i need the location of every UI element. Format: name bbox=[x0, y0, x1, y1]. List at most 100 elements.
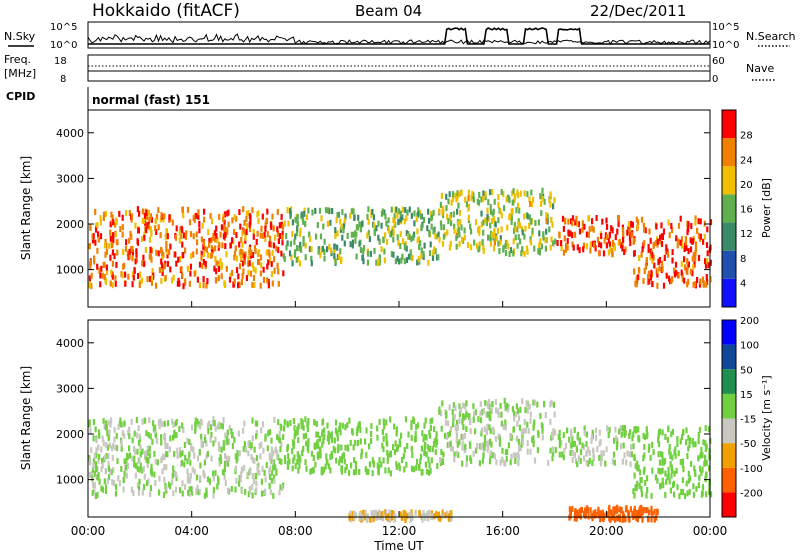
power-cell bbox=[340, 223, 343, 230]
vel-cell bbox=[218, 445, 221, 452]
power-cell bbox=[165, 245, 168, 252]
power-cell bbox=[257, 217, 260, 224]
vel-cell bbox=[89, 459, 92, 466]
vel-cell bbox=[128, 452, 131, 459]
power-cell bbox=[554, 238, 557, 245]
power-cell bbox=[93, 258, 96, 265]
vel-cell bbox=[117, 423, 120, 430]
vel-cell bbox=[383, 509, 386, 516]
power-cell bbox=[109, 221, 112, 228]
vel-cell bbox=[97, 444, 100, 451]
vel-cell bbox=[404, 516, 407, 523]
vel-cell bbox=[327, 436, 330, 443]
vel-cell bbox=[280, 441, 283, 448]
vel-cell bbox=[93, 453, 96, 459]
power-cell bbox=[470, 194, 473, 201]
power-cell bbox=[336, 254, 339, 260]
vel-cell bbox=[410, 424, 413, 431]
vel-cell bbox=[444, 512, 447, 519]
vel-cell bbox=[607, 432, 610, 439]
power-cell bbox=[452, 211, 455, 218]
vel-cell bbox=[704, 425, 707, 432]
vel-cell bbox=[563, 447, 566, 454]
vel-cell bbox=[381, 429, 384, 435]
vel-cell bbox=[633, 505, 636, 512]
power-cell bbox=[210, 245, 213, 252]
vel-cell bbox=[243, 420, 246, 427]
power-cell bbox=[573, 231, 577, 238]
vel-cell bbox=[690, 460, 693, 467]
vel-cell bbox=[349, 439, 352, 446]
vel-cell bbox=[438, 408, 441, 415]
vel-cell bbox=[217, 475, 220, 482]
power-cell bbox=[223, 211, 226, 218]
power-cell bbox=[346, 233, 349, 239]
vel-cell bbox=[171, 479, 174, 486]
power-cell bbox=[155, 249, 158, 256]
vel-cell bbox=[698, 427, 701, 433]
power-cell bbox=[291, 260, 294, 267]
power-cell bbox=[165, 228, 168, 234]
xtick-label: 12:00 bbox=[382, 524, 417, 538]
vel-cell bbox=[186, 437, 189, 444]
vel-cell bbox=[476, 443, 479, 449]
power-cell bbox=[675, 269, 678, 276]
power-cell bbox=[105, 248, 109, 255]
vel-cell bbox=[697, 432, 700, 438]
vel-cell bbox=[160, 439, 163, 446]
power-cell bbox=[450, 199, 453, 206]
vel-cell bbox=[587, 460, 590, 467]
power-cell bbox=[525, 245, 529, 252]
power-cell bbox=[458, 191, 461, 198]
vel-cell bbox=[616, 515, 619, 522]
power-cell bbox=[220, 264, 223, 270]
vel-cell bbox=[465, 455, 468, 462]
power-cell bbox=[282, 224, 285, 231]
power-cell bbox=[157, 224, 160, 231]
power-cell bbox=[166, 233, 169, 240]
power-cell bbox=[96, 263, 99, 270]
vel-cell bbox=[634, 485, 637, 492]
vel-cell bbox=[193, 468, 196, 475]
vel-cell bbox=[273, 416, 276, 423]
power-cell bbox=[420, 213, 423, 220]
vel-cell bbox=[552, 450, 555, 457]
power-cell bbox=[150, 216, 153, 223]
vel-cell bbox=[425, 451, 428, 458]
power-cell bbox=[100, 265, 103, 272]
vel-cell bbox=[212, 470, 215, 477]
vel-cell bbox=[521, 398, 524, 405]
vel-cell bbox=[421, 469, 424, 476]
power-cell bbox=[492, 215, 496, 222]
vel-cell bbox=[146, 445, 149, 452]
power-cell bbox=[270, 271, 274, 278]
power-scatter bbox=[88, 187, 713, 290]
vel-cell bbox=[615, 444, 618, 451]
power-cell bbox=[143, 234, 146, 241]
power-cell bbox=[507, 243, 510, 250]
vel-cell bbox=[644, 507, 647, 514]
power-cell bbox=[506, 240, 509, 247]
vel-cell bbox=[504, 419, 507, 426]
power-cell bbox=[601, 218, 604, 225]
power-cbar-tick: 24 bbox=[740, 155, 753, 166]
vel-cell bbox=[479, 417, 483, 424]
vel-cell bbox=[576, 509, 579, 516]
vel-cell bbox=[395, 464, 398, 470]
power-cell bbox=[517, 218, 520, 225]
vel-cell bbox=[312, 467, 315, 474]
power-cell bbox=[677, 238, 680, 245]
vel-cell bbox=[101, 462, 104, 469]
vel-cell bbox=[614, 426, 617, 433]
vel-cell bbox=[210, 455, 213, 462]
vel-cell bbox=[105, 423, 108, 430]
power-cell bbox=[600, 233, 603, 240]
power-cell bbox=[210, 237, 213, 244]
power-cell bbox=[352, 208, 355, 215]
vel-cell bbox=[687, 445, 690, 452]
vel-cell bbox=[547, 459, 550, 466]
power-cell bbox=[683, 264, 687, 271]
vel-cell bbox=[91, 475, 94, 482]
power-cell bbox=[638, 255, 641, 262]
power-cell bbox=[238, 209, 241, 216]
